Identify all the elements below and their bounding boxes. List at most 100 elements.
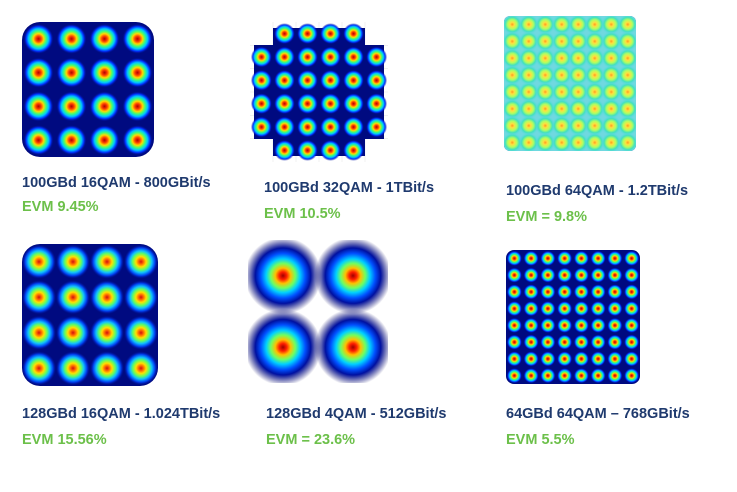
constellation-point (504, 98, 523, 120)
panel-title: 64GBd 64QAM – 768GBit/s (506, 406, 690, 422)
constellation-point (273, 139, 296, 161)
constellation-point (573, 250, 590, 267)
constellation-point (556, 267, 573, 283)
constellation-point (89, 91, 120, 122)
constellation-point (504, 81, 523, 103)
constellation-point (296, 69, 319, 91)
constellation-point (518, 132, 539, 151)
constellation-point (535, 132, 556, 151)
constellation-point (551, 81, 572, 103)
constellation-point (584, 132, 605, 151)
constellation-svg (248, 240, 388, 383)
constellation-point (535, 31, 556, 52)
constellation-point (607, 317, 623, 334)
constellation-point (601, 31, 622, 52)
constellation-point (273, 46, 296, 68)
constellation-point (365, 116, 388, 138)
constellation-point (90, 244, 124, 279)
constellation-point (523, 300, 539, 317)
constellation-point (90, 315, 124, 350)
constellation-point (314, 308, 388, 383)
constellation-svg (506, 250, 640, 384)
constellation-point (296, 93, 319, 115)
constellation-point (518, 31, 539, 52)
constellation-point (617, 132, 636, 151)
constellation-point (319, 23, 342, 45)
constellation-point (506, 300, 523, 317)
constellation-point (623, 367, 640, 384)
constellation-point (506, 317, 523, 334)
constellation-point (623, 250, 640, 267)
constellation-svg (22, 244, 158, 386)
constellation-point (506, 334, 523, 350)
constellation-point (342, 139, 365, 161)
constellation-point (23, 57, 54, 88)
panel-4qam-128gbd: 128GBd 4QAM - 512GBit/s EVM = 23.6% (246, 240, 486, 470)
constellation-point (551, 47, 572, 69)
constellation-diagram (504, 16, 636, 151)
constellation-point (623, 351, 640, 367)
constellation-point (601, 115, 622, 136)
constellation-point (617, 64, 636, 86)
constellation-point (556, 351, 573, 367)
constellation-point (504, 16, 523, 35)
constellation-point (296, 116, 319, 138)
constellation-point (551, 132, 572, 151)
constellation-point (590, 351, 606, 367)
constellation-point (56, 315, 90, 350)
constellation-point (623, 284, 640, 300)
constellation-point (540, 367, 556, 384)
constellation-point (584, 98, 605, 120)
constellation-point (556, 334, 573, 350)
constellation-point (319, 46, 342, 68)
constellation-point (90, 351, 124, 386)
constellation-point (584, 16, 605, 35)
constellation-point (607, 267, 623, 283)
constellation-point (551, 31, 572, 52)
evm-value: EVM 10.5% (264, 206, 341, 222)
constellation-point (607, 250, 623, 267)
constellation-point (573, 300, 590, 317)
constellation-point (535, 16, 556, 35)
panel-16qam-128gbd: 128GBd 16QAM - 1.024TBit/s EVM 15.56% (22, 244, 262, 474)
constellation-point (365, 46, 388, 68)
constellation-point (124, 280, 158, 315)
constellation-point (89, 57, 120, 88)
constellation-point (273, 116, 296, 138)
constellation-point (568, 132, 589, 151)
constellation-point (573, 267, 590, 283)
constellation-svg (250, 22, 388, 162)
constellation-diagram (22, 244, 158, 386)
constellation-point (122, 57, 153, 88)
constellation-svg (504, 16, 636, 151)
constellation-point (573, 317, 590, 334)
constellation-point (296, 139, 319, 161)
constellation-point (523, 250, 539, 267)
constellation-point (601, 47, 622, 69)
constellation-point (518, 81, 539, 103)
constellation-point (623, 334, 640, 350)
constellation-point (250, 116, 273, 138)
evm-value: EVM = 9.8% (506, 209, 587, 225)
constellation-point (365, 93, 388, 115)
evm-value: EVM = 23.6% (266, 432, 356, 448)
constellation-point (607, 284, 623, 300)
constellation-point (551, 98, 572, 120)
constellation-point (568, 47, 589, 69)
constellation-point (556, 367, 573, 384)
constellation-point (56, 23, 87, 55)
constellation-point (584, 64, 605, 86)
constellation-point (601, 81, 622, 103)
constellation-point (504, 64, 523, 86)
constellation-point (551, 64, 572, 86)
constellation-point (504, 132, 523, 151)
panel-title: 100GBd 16QAM - 800GBit/s (22, 175, 211, 191)
constellation-point (540, 351, 556, 367)
constellation-point (540, 284, 556, 300)
constellation-point (23, 124, 54, 156)
constellation-point (535, 81, 556, 103)
constellation-point (568, 98, 589, 120)
constellation-point (56, 124, 87, 156)
constellation-point (319, 139, 342, 161)
constellation-point (573, 334, 590, 350)
